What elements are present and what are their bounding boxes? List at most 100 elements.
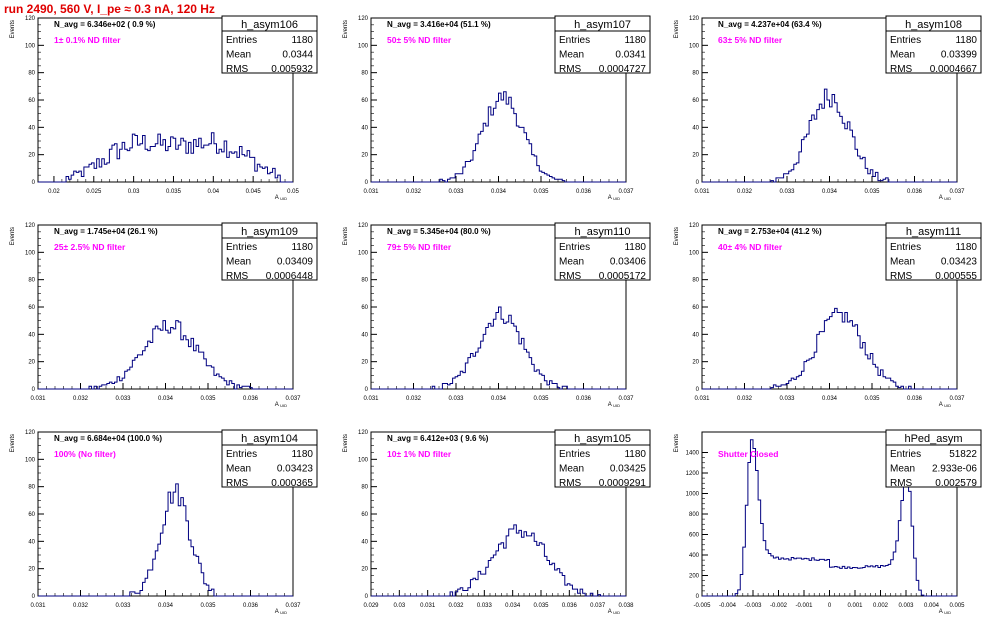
y-tick-label: 0 [365,180,369,186]
x-tick-label: 0.032 [737,189,753,195]
stat-value: 0.0004667 [930,64,978,75]
stat-label: RMS [226,64,249,75]
histogram-name: h_asym104 [241,433,298,445]
y-tick-label: 100 [358,250,369,256]
x-tick-label: 0.03 [128,189,140,195]
y-tick-label: 120 [358,430,369,436]
y-tick-label: 120 [358,223,369,229]
x-axis-label-sub: UID [944,196,951,201]
filter-annotation: 25± 2.5% ND filter [54,242,126,252]
y-tick-label: 80 [361,485,368,491]
y-tick-label: 40 [28,332,35,338]
y-tick-label: 40 [28,539,35,545]
x-axis-label-sub: UID [944,403,951,408]
x-tick-label: 0.031 [363,189,379,195]
y-tick-label: 80 [692,278,699,284]
y-tick-label: 120 [689,16,700,22]
x-tick-label: 0.036 [907,189,923,195]
y-tick-label: 100 [25,250,36,256]
y-tick-label: 40 [361,125,368,131]
histogram-line [371,524,626,597]
stats-box [885,429,982,488]
y-tick-label: 80 [361,278,368,284]
y-tick-label: 20 [692,360,699,366]
x-tick-label: 0.004 [924,603,940,609]
stat-label: Entries [890,242,921,253]
y-tick-label: 120 [25,223,36,229]
y-tick-label: 60 [28,305,35,311]
x-tick-label: 0.035 [533,189,549,195]
histogram-line [371,91,626,183]
y-tick-label: 100 [689,43,700,49]
x-tick-label: 0.035 [864,396,880,402]
histogram-line [702,88,957,183]
histogram-panel-hPed_asym: -0.005 -0.004 -0.003 -0.002 -0.001 0 0.001 0.00… [674,429,982,615]
x-tick-label: 0.031 [694,396,710,402]
y-tick-label: 80 [28,278,35,284]
y-tick-label: 40 [361,332,368,338]
x-tick-label: 0.025 [86,189,102,195]
x-axis-label: A UID [275,195,287,201]
stat-label: RMS [890,478,913,489]
stat-value: 1180 [291,242,313,253]
stat-value: 0.000555 [935,271,977,282]
stat-label: RMS [226,271,249,282]
x-axis-label: A UID [608,402,620,408]
stat-value: 0.03399 [941,50,978,61]
x-tick-label: 0.037 [590,603,606,609]
y-tick-label: 120 [25,16,36,22]
stat-label: Entries [559,35,590,46]
x-tick-label: 0.037 [949,396,965,402]
x-tick-label: 0.036 [243,396,259,402]
x-axis-label: A UID [939,195,951,201]
y-tick-label: 40 [361,539,368,545]
filter-annotation: 10± 1% ND filter [387,449,452,459]
y-tick-label: 60 [28,512,35,518]
stat-label: Mean [226,257,251,268]
x-axis-label-sub: UID [613,610,620,615]
y-tick-label: 200 [689,574,700,580]
histogram-panel-h_asym111: 0.031 0.032 0.033 0.034 0.035 0.036 0.037 0 20 40… [674,222,982,408]
navg-label: N_avg = 6.684e+04 (100.0 %) [54,434,162,443]
x-tick-label: -0.004 [719,603,737,609]
y-tick-label: 120 [358,16,369,22]
stat-label: RMS [890,271,913,282]
x-tick-label: -0.002 [770,603,788,609]
x-tick-label: 0.035 [533,396,549,402]
x-tick-label: -0.005 [693,603,711,609]
y-tick-label: 20 [361,153,368,159]
stat-value: 0.0009291 [599,478,647,489]
x-tick-label: 0.003 [898,603,914,609]
stat-label: Entries [559,242,590,253]
y-axis-label: Events [343,20,349,38]
histogram-name: h_asym105 [574,433,631,445]
x-axis-label: A UID [275,609,287,615]
navg-label: N_avg = 5.345e+04 (80.0 %) [387,227,491,236]
stat-value: 1180 [955,35,977,46]
y-tick-label: 60 [361,512,368,518]
y-tick-label: 40 [692,125,699,131]
x-tick-label: 0.035 [200,396,216,402]
x-tick-label: 0.035 [864,189,880,195]
y-tick-label: 40 [692,332,699,338]
x-tick-label: -0.003 [744,603,762,609]
stat-label: RMS [559,64,582,75]
x-tick-label: 0.037 [618,396,634,402]
y-tick-label: 80 [28,485,35,491]
stat-label: Mean [226,464,251,475]
navg-label: N_avg = 6.412e+03 ( 9.6 %) [387,434,489,443]
x-tick-label: 0.05 [287,189,299,195]
x-tick-label: 0.033 [779,189,795,195]
filter-annotation: Shutter Closed [718,449,778,459]
x-tick-label: 0.035 [200,603,216,609]
y-tick-label: 400 [689,553,700,559]
filter-annotation: 79± 5% ND filter [387,242,452,252]
histogram-line [38,132,293,183]
stat-value: 0.03409 [277,257,314,268]
x-tick-label: 0.036 [562,603,578,609]
histogram-panel-h_asym108: 0.031 0.032 0.033 0.034 0.035 0.036 0.037 0 20 40… [674,15,982,201]
y-tick-label: 800 [689,512,700,518]
stat-value: 0.002579 [935,478,977,489]
x-axis-label: A UID [608,195,620,201]
